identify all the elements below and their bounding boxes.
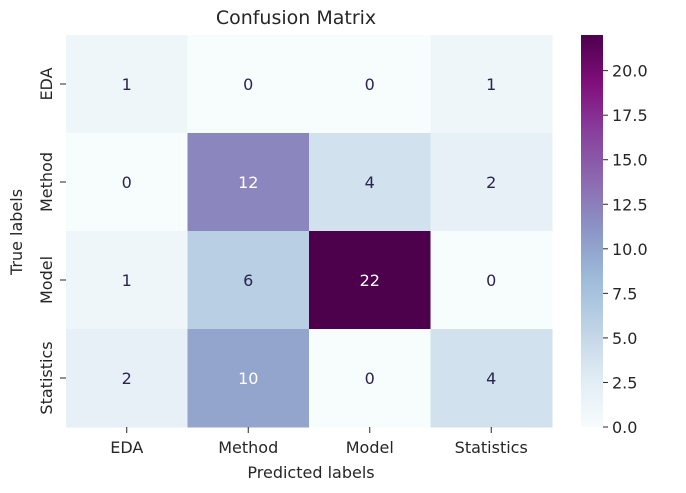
cell-value-label: 10 — [238, 369, 258, 388]
heatmap-cell — [66, 329, 188, 428]
cell-value-label: 0 — [486, 271, 496, 290]
x-axis-label: Predicted labels — [247, 463, 374, 482]
cell-value-label: 1 — [122, 271, 132, 290]
heatmap-cell — [430, 329, 553, 428]
heatmap-cell — [66, 231, 188, 330]
colorbar-ticks: 0.0 2.5 5.0 7.5 10.0 12.5 15.0 17.5 20.0 — [603, 62, 648, 437]
cell-value-label: 22 — [360, 271, 380, 290]
cell-value-label: 4 — [486, 369, 496, 388]
y-tick-label: EDA — [37, 67, 56, 100]
heatmap-cell — [430, 231, 553, 330]
heatmap-cell — [187, 133, 310, 232]
cell-value-label: 12 — [238, 173, 258, 192]
x-tick-label: Model — [346, 438, 394, 457]
cell-value-label: 0 — [365, 75, 375, 94]
cell-value-label: 4 — [365, 173, 375, 192]
heatmap-cell — [309, 133, 431, 232]
cell-annotations: 1 0 0 10 12 4 21 6 22 02 10 0 4 — [122, 75, 497, 388]
heatmap-cell — [187, 231, 310, 330]
cell-value-label: 2 — [122, 369, 132, 388]
cell-value-label: 0 — [365, 369, 375, 388]
heatmap-cell — [309, 35, 431, 134]
cell-value-label: 1 — [122, 75, 132, 94]
chart-title: Confusion Matrix — [216, 7, 376, 29]
colorbar-tick-label: 15.0 — [612, 151, 648, 170]
cell-value-label: 1 — [486, 75, 496, 94]
cell-value-label: 2 — [486, 173, 496, 192]
heatmap-cell — [430, 35, 553, 134]
colorbar-tick-label: 0.0 — [612, 418, 637, 437]
y-tick-label: Statistics — [37, 341, 56, 414]
colorbar-tick-label: 5.0 — [612, 329, 637, 348]
cell-value-label: 6 — [243, 271, 253, 290]
x-tick-label: EDA — [110, 438, 143, 457]
heatmap-cell — [187, 35, 310, 134]
colorbar-tick-label: 17.5 — [612, 106, 648, 125]
colorbar-tick-label: 2.5 — [612, 373, 637, 392]
colorbar-tick-label: 20.0 — [612, 62, 648, 81]
heatmap-cell — [309, 231, 431, 330]
colorbar-tick-label: 10.0 — [612, 240, 648, 259]
heatmap-cell — [66, 133, 188, 232]
heatmap-cells — [66, 35, 553, 428]
x-axis-ticks: EDA Method Model Statistics — [110, 427, 528, 457]
heatmap-cell — [309, 329, 431, 428]
heatmap-cell — [187, 329, 310, 428]
cell-value-label: 0 — [243, 75, 253, 94]
x-tick-label: Statistics — [455, 438, 528, 457]
y-tick-label: Method — [37, 152, 56, 212]
colorbar-tick-label: 7.5 — [612, 284, 637, 303]
heatmap-cell — [66, 35, 188, 134]
y-tick-label: Model — [37, 256, 56, 304]
colorbar — [581, 35, 603, 427]
cell-value-label: 0 — [122, 173, 132, 192]
colorbar-tick-label: 12.5 — [612, 195, 648, 214]
heatmap-cell — [430, 133, 553, 232]
y-axis-ticks: EDA Method Model Statistics — [37, 67, 66, 415]
y-axis-label: True labels — [7, 189, 26, 276]
x-tick-label: Method — [218, 438, 278, 457]
